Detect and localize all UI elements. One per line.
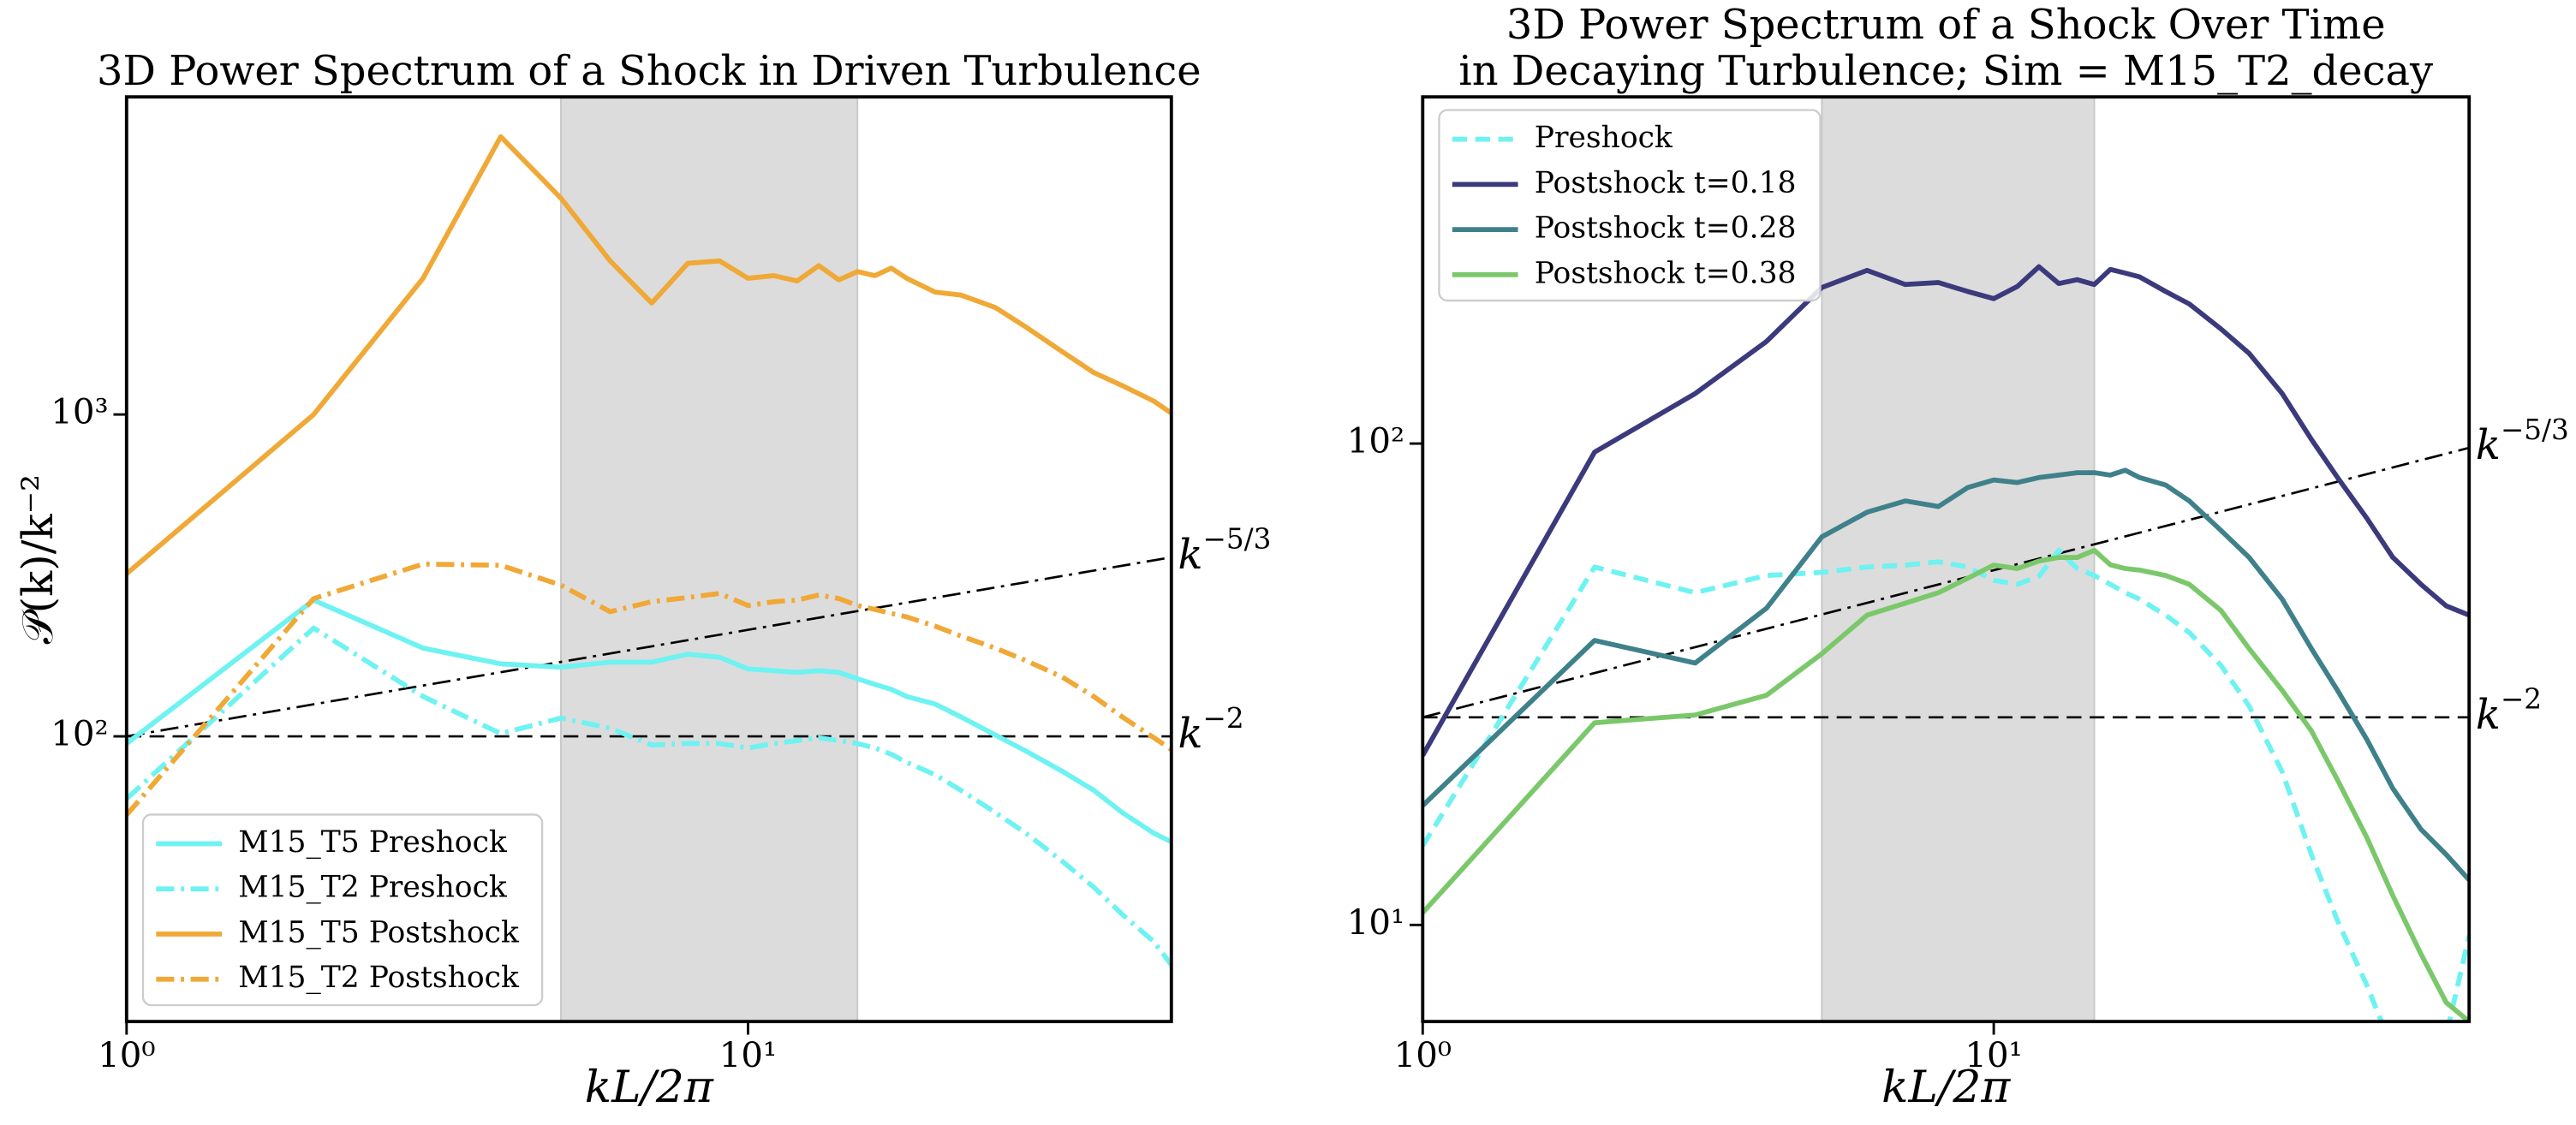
reference-label: k−5/3 xyxy=(2476,414,2569,469)
x-tick-label: 10⁰ xyxy=(1394,1036,1452,1075)
axes-frame xyxy=(124,95,1173,1024)
reference-label-base: k xyxy=(1178,710,1202,758)
x-tick-label: 10¹ xyxy=(1965,1036,2022,1075)
y-tick-label: 10² xyxy=(1347,422,1404,461)
reference-label: k−2 xyxy=(2476,683,2542,739)
reference-label: k−2 xyxy=(1178,702,1243,758)
legend-label: Postshock t=0.38 xyxy=(1535,256,1797,290)
chart-title: in Decaying Turbulence; Sim = M15_T2_dec… xyxy=(1458,47,2433,95)
legend-label: M15_T2 Postshock xyxy=(238,961,520,995)
plot-area xyxy=(126,97,1172,1022)
reference-label: k−5/3 xyxy=(1178,523,1271,579)
reference-label-base: k xyxy=(2476,690,2501,738)
x-axis-label: kL/2π xyxy=(1881,1062,2011,1113)
series-line xyxy=(1422,264,2470,757)
axes-frame xyxy=(1421,95,2472,1024)
shaded-region xyxy=(560,97,859,1022)
chart-title: 3D Power Spectrum of a Shock Over Time xyxy=(1506,1,2386,49)
reference-line xyxy=(1422,446,2470,719)
series-line xyxy=(1422,547,2470,1022)
reference-label-exp: −5/3 xyxy=(1203,523,1272,556)
series-line xyxy=(126,134,1172,576)
legend-label: M15_T5 Preshock xyxy=(238,825,508,860)
plot-area xyxy=(1422,97,2470,1022)
series-line xyxy=(1422,467,2470,882)
legend-label: M15_T2 Preshock xyxy=(238,871,508,905)
x-axis-label: kL/2π xyxy=(585,1062,714,1113)
reference-label-exp: −2 xyxy=(1203,702,1244,735)
series-line xyxy=(1422,547,2470,1022)
reference-label-base: k xyxy=(2476,421,2501,469)
series-line xyxy=(126,598,1172,844)
legend-label: Postshock t=0.18 xyxy=(1535,166,1797,200)
legend-box xyxy=(1438,109,1822,302)
reference-label-exp: −5/3 xyxy=(2501,414,2569,446)
y-tick-label: 10³ xyxy=(51,393,108,432)
legend-label: M15_T5 Postshock xyxy=(238,916,520,950)
chart-title: 3D Power Spectrum of a Shock in Driven T… xyxy=(97,47,1202,95)
x-tick-label: 10⁰ xyxy=(98,1036,155,1075)
x-tick-label: 10¹ xyxy=(719,1036,777,1075)
reference-line xyxy=(126,556,1172,738)
legend-label: Preshock xyxy=(1535,121,1673,155)
reference-label-exp: −2 xyxy=(2501,683,2542,716)
y-axis-label: 𝒫(k)/k⁻² xyxy=(13,474,63,644)
legend-box xyxy=(141,813,544,1007)
series-line xyxy=(126,561,1172,817)
legend-label: Postshock t=0.28 xyxy=(1535,211,1797,246)
y-tick-label: 10¹ xyxy=(1347,903,1404,943)
reference-label-base: k xyxy=(1178,530,1202,578)
y-tick-label: 10² xyxy=(51,715,108,754)
